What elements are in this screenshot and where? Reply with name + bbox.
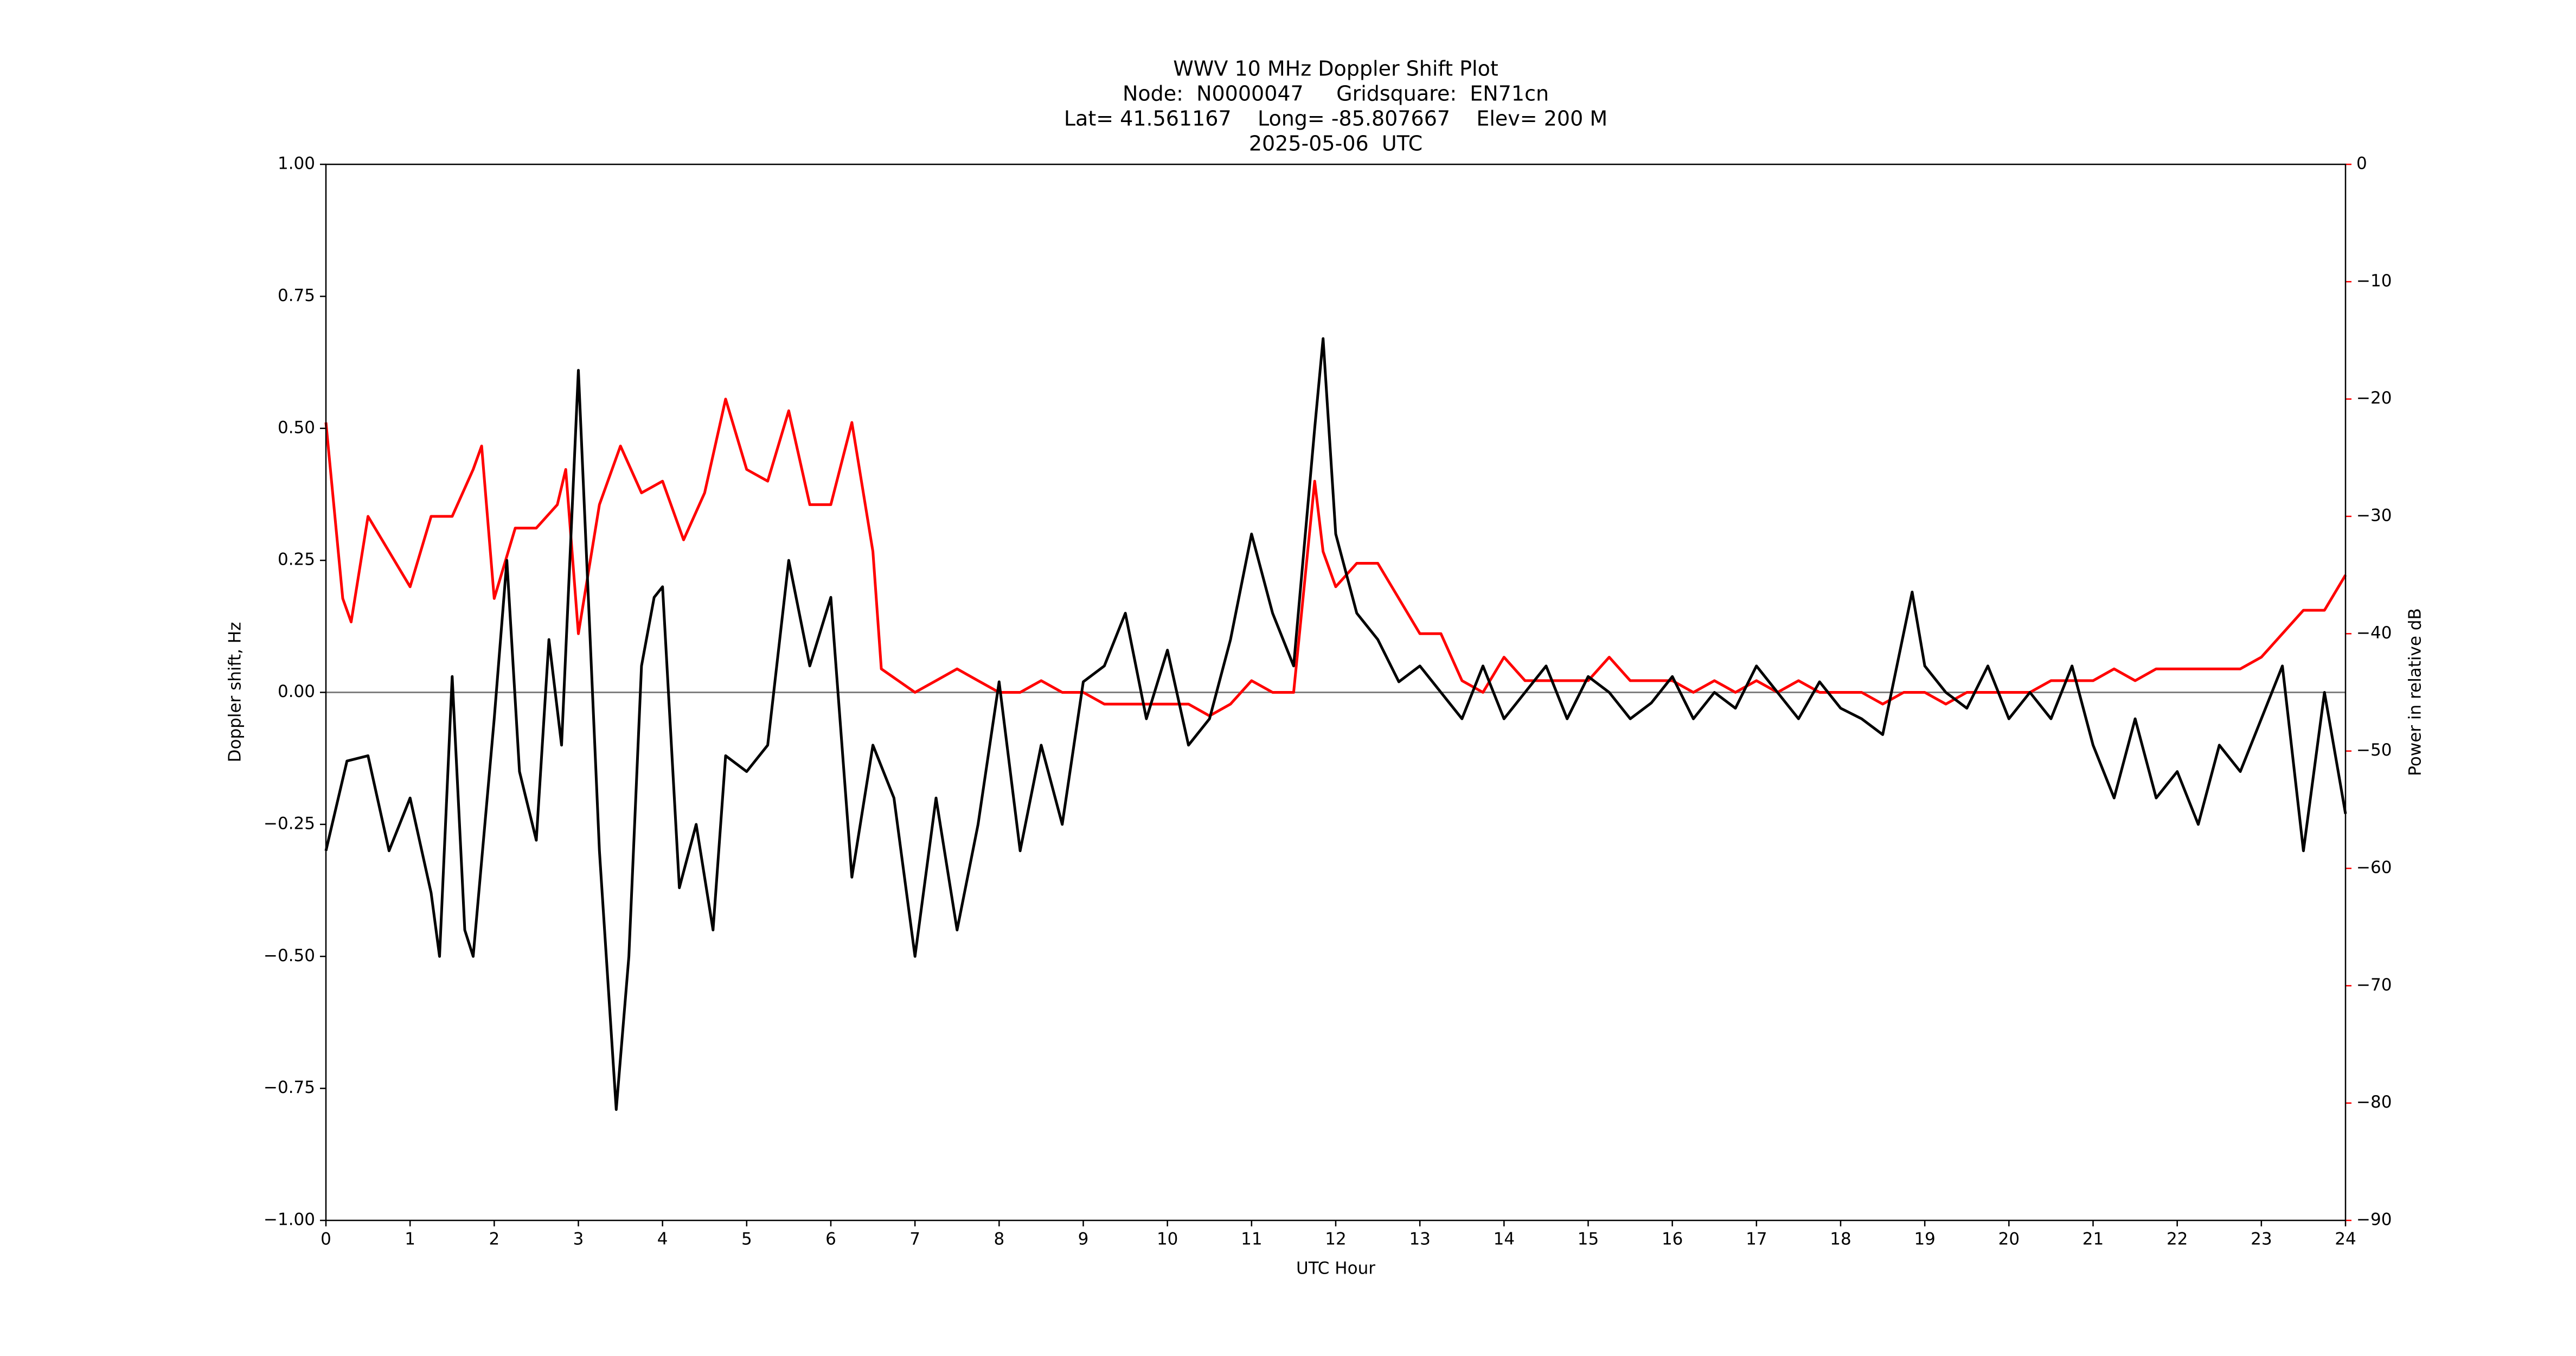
x-tick-label: 0 bbox=[321, 1230, 331, 1249]
x-tick-label: 9 bbox=[1078, 1230, 1089, 1249]
y-tick-label: 0.25 bbox=[278, 550, 315, 570]
x-tick-label: 15 bbox=[1578, 1230, 1599, 1249]
x-tick-label: 2 bbox=[489, 1230, 499, 1249]
y2-tick-label: −30 bbox=[2356, 506, 2392, 526]
x-tick-label: 4 bbox=[657, 1230, 668, 1249]
x-tick-label: 21 bbox=[2082, 1230, 2104, 1249]
data-line bbox=[324, 337, 2347, 1111]
x-tick-label: 3 bbox=[573, 1230, 584, 1249]
y2-tick-label: −70 bbox=[2356, 975, 2392, 995]
y2-tick-label: −90 bbox=[2356, 1210, 2392, 1230]
y-tick-label: 0.00 bbox=[278, 682, 315, 701]
x-axis-label: UTC Hour bbox=[1296, 1259, 1375, 1278]
y2-tick-label: −60 bbox=[2356, 858, 2392, 878]
x-tick-label: 11 bbox=[1241, 1230, 1262, 1249]
x-tick-label: 13 bbox=[1409, 1230, 1430, 1249]
x-tick-label: 19 bbox=[1914, 1230, 1935, 1249]
y-tick-label: 0.75 bbox=[278, 286, 315, 305]
y2-tick-label: −50 bbox=[2356, 740, 2392, 760]
x-tick-label: 5 bbox=[741, 1230, 752, 1249]
x-tick-label: 18 bbox=[1830, 1230, 1851, 1249]
x-tick-label: 23 bbox=[2251, 1230, 2272, 1249]
plot-frame bbox=[325, 163, 2347, 1221]
x-tick-label: 24 bbox=[2335, 1230, 2356, 1249]
chart-subtitle: 2025-05-06 UTC bbox=[1249, 132, 1422, 156]
x-tick-label: 6 bbox=[825, 1230, 836, 1249]
x-tick-label: 12 bbox=[1325, 1230, 1346, 1249]
x-tick-label: 22 bbox=[2167, 1230, 2188, 1249]
y2-tick-label: −20 bbox=[2356, 388, 2392, 408]
y2-tick-label: −10 bbox=[2356, 271, 2392, 291]
y2-axis-label: Power in relative dB bbox=[2406, 608, 2425, 776]
chart-subtitle: Node: N0000047 Gridsquare: EN71cn bbox=[1123, 82, 1549, 106]
x-tick-label: 14 bbox=[1494, 1230, 1515, 1249]
x-tick-label: 16 bbox=[1662, 1230, 1683, 1249]
chart-title: WWV 10 MHz Doppler Shift Plot bbox=[1173, 57, 1498, 81]
y2-tick-label: −80 bbox=[2356, 1092, 2392, 1112]
x-tick-label: 7 bbox=[909, 1230, 920, 1249]
x-tick-label: 17 bbox=[1746, 1230, 1767, 1249]
y-tick-label: −0.50 bbox=[264, 946, 315, 965]
chart-subtitle: Lat= 41.561167 Long= -85.807667 Elev= 20… bbox=[1064, 107, 1607, 131]
y2-tick-label: −40 bbox=[2356, 623, 2392, 643]
data-line bbox=[324, 398, 2347, 718]
y-tick-label: 0.50 bbox=[278, 418, 315, 437]
y-axis-label: Doppler shift, Hz bbox=[226, 622, 245, 763]
y-tick-label: 1.00 bbox=[278, 154, 315, 174]
x-tick-label: 1 bbox=[405, 1230, 415, 1249]
x-tick-label: 10 bbox=[1157, 1230, 1178, 1249]
x-tick-label: 8 bbox=[994, 1230, 1004, 1249]
y-tick-label: −1.00 bbox=[264, 1210, 315, 1230]
y-tick-label: −0.25 bbox=[264, 814, 315, 833]
x-tick-label: 20 bbox=[1998, 1230, 2020, 1249]
y2-tick-label: 0 bbox=[2356, 154, 2367, 174]
y-tick-label: −0.75 bbox=[264, 1078, 315, 1097]
